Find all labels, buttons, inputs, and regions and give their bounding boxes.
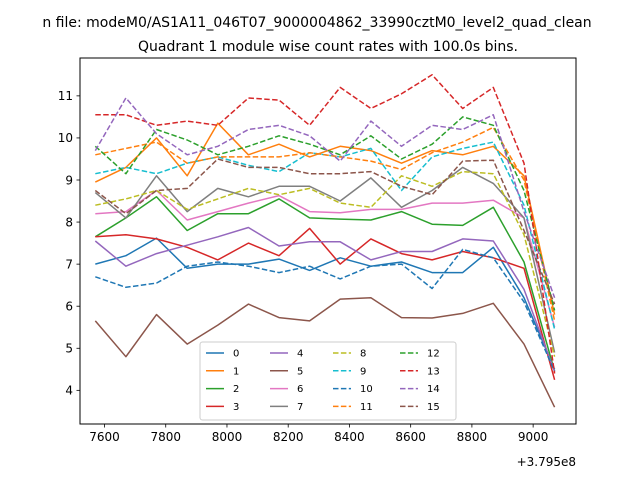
x-tick-label: 9000 — [518, 430, 549, 444]
y-tick-label: 5 — [65, 342, 73, 356]
x-tick-label: 7600 — [89, 430, 120, 444]
figure-suptitle: n file: modeM0/AS1A11_046T07_9000004862_… — [42, 15, 591, 31]
legend-label-4: 4 — [297, 349, 303, 360]
chart-title: Quadrant 1 module wise count rates with … — [138, 39, 518, 55]
series-line-1 — [94, 122, 556, 315]
legend-label-13: 13 — [427, 366, 440, 377]
legend-label-6: 6 — [297, 384, 303, 395]
legend-label-3: 3 — [233, 402, 239, 413]
y-tick-label: 10 — [58, 131, 73, 145]
legend-label-0: 0 — [233, 349, 239, 360]
legend-label-14: 14 — [427, 384, 440, 395]
legend-box — [199, 341, 457, 421]
series-line-6 — [95, 189, 556, 328]
y-tick-label: 8 — [65, 215, 73, 229]
axis-ticks: 7600 7800 8000 8200 8400 8600 8800 900045678910… — [58, 89, 549, 444]
series-line-9 — [95, 141, 556, 330]
x-offset-label: +3.795e8 — [517, 455, 576, 469]
legend-label-12: 12 — [427, 349, 440, 360]
series-line-0 — [95, 237, 556, 370]
series-line-15 — [94, 158, 556, 305]
x-tick-label: 7800 — [150, 430, 181, 444]
series-line-3 — [95, 227, 556, 380]
series-line-7 — [94, 166, 556, 353]
plot-area — [94, 74, 556, 408]
series-line-12 — [94, 116, 556, 311]
x-tick-label: 8000 — [212, 430, 243, 444]
legend-label-9: 9 — [360, 366, 366, 377]
series-line-11 — [95, 126, 556, 322]
x-tick-label: 8600 — [395, 430, 426, 444]
legend-label-15: 15 — [427, 402, 440, 413]
series-line-13 — [95, 74, 556, 374]
series-line-2 — [94, 196, 556, 372]
y-tick-label: 6 — [65, 300, 73, 314]
legend-label-7: 7 — [297, 402, 303, 413]
y-tick-label: 4 — [65, 384, 73, 398]
legend-label-10: 10 — [360, 384, 373, 395]
x-tick-label: 8800 — [457, 430, 488, 444]
legend-label-8: 8 — [360, 349, 366, 360]
legend-label-1: 1 — [233, 366, 239, 377]
x-tick-label: 8400 — [334, 430, 365, 444]
series-line-4 — [94, 226, 556, 372]
legend-label-2: 2 — [233, 384, 239, 395]
series-line-8 — [95, 170, 556, 357]
series-line-14 — [94, 97, 556, 299]
legend-label-11: 11 — [360, 402, 373, 413]
y-tick-label: 7 — [65, 257, 73, 271]
y-tick-label: 9 — [65, 173, 73, 187]
series-line-5 — [94, 297, 556, 408]
x-tick-label: 8200 — [273, 430, 304, 444]
legend-label-5: 5 — [297, 366, 303, 377]
axes-frame — [79, 57, 577, 425]
y-tick-label: 11 — [58, 89, 73, 103]
series-line-10 — [95, 248, 556, 372]
